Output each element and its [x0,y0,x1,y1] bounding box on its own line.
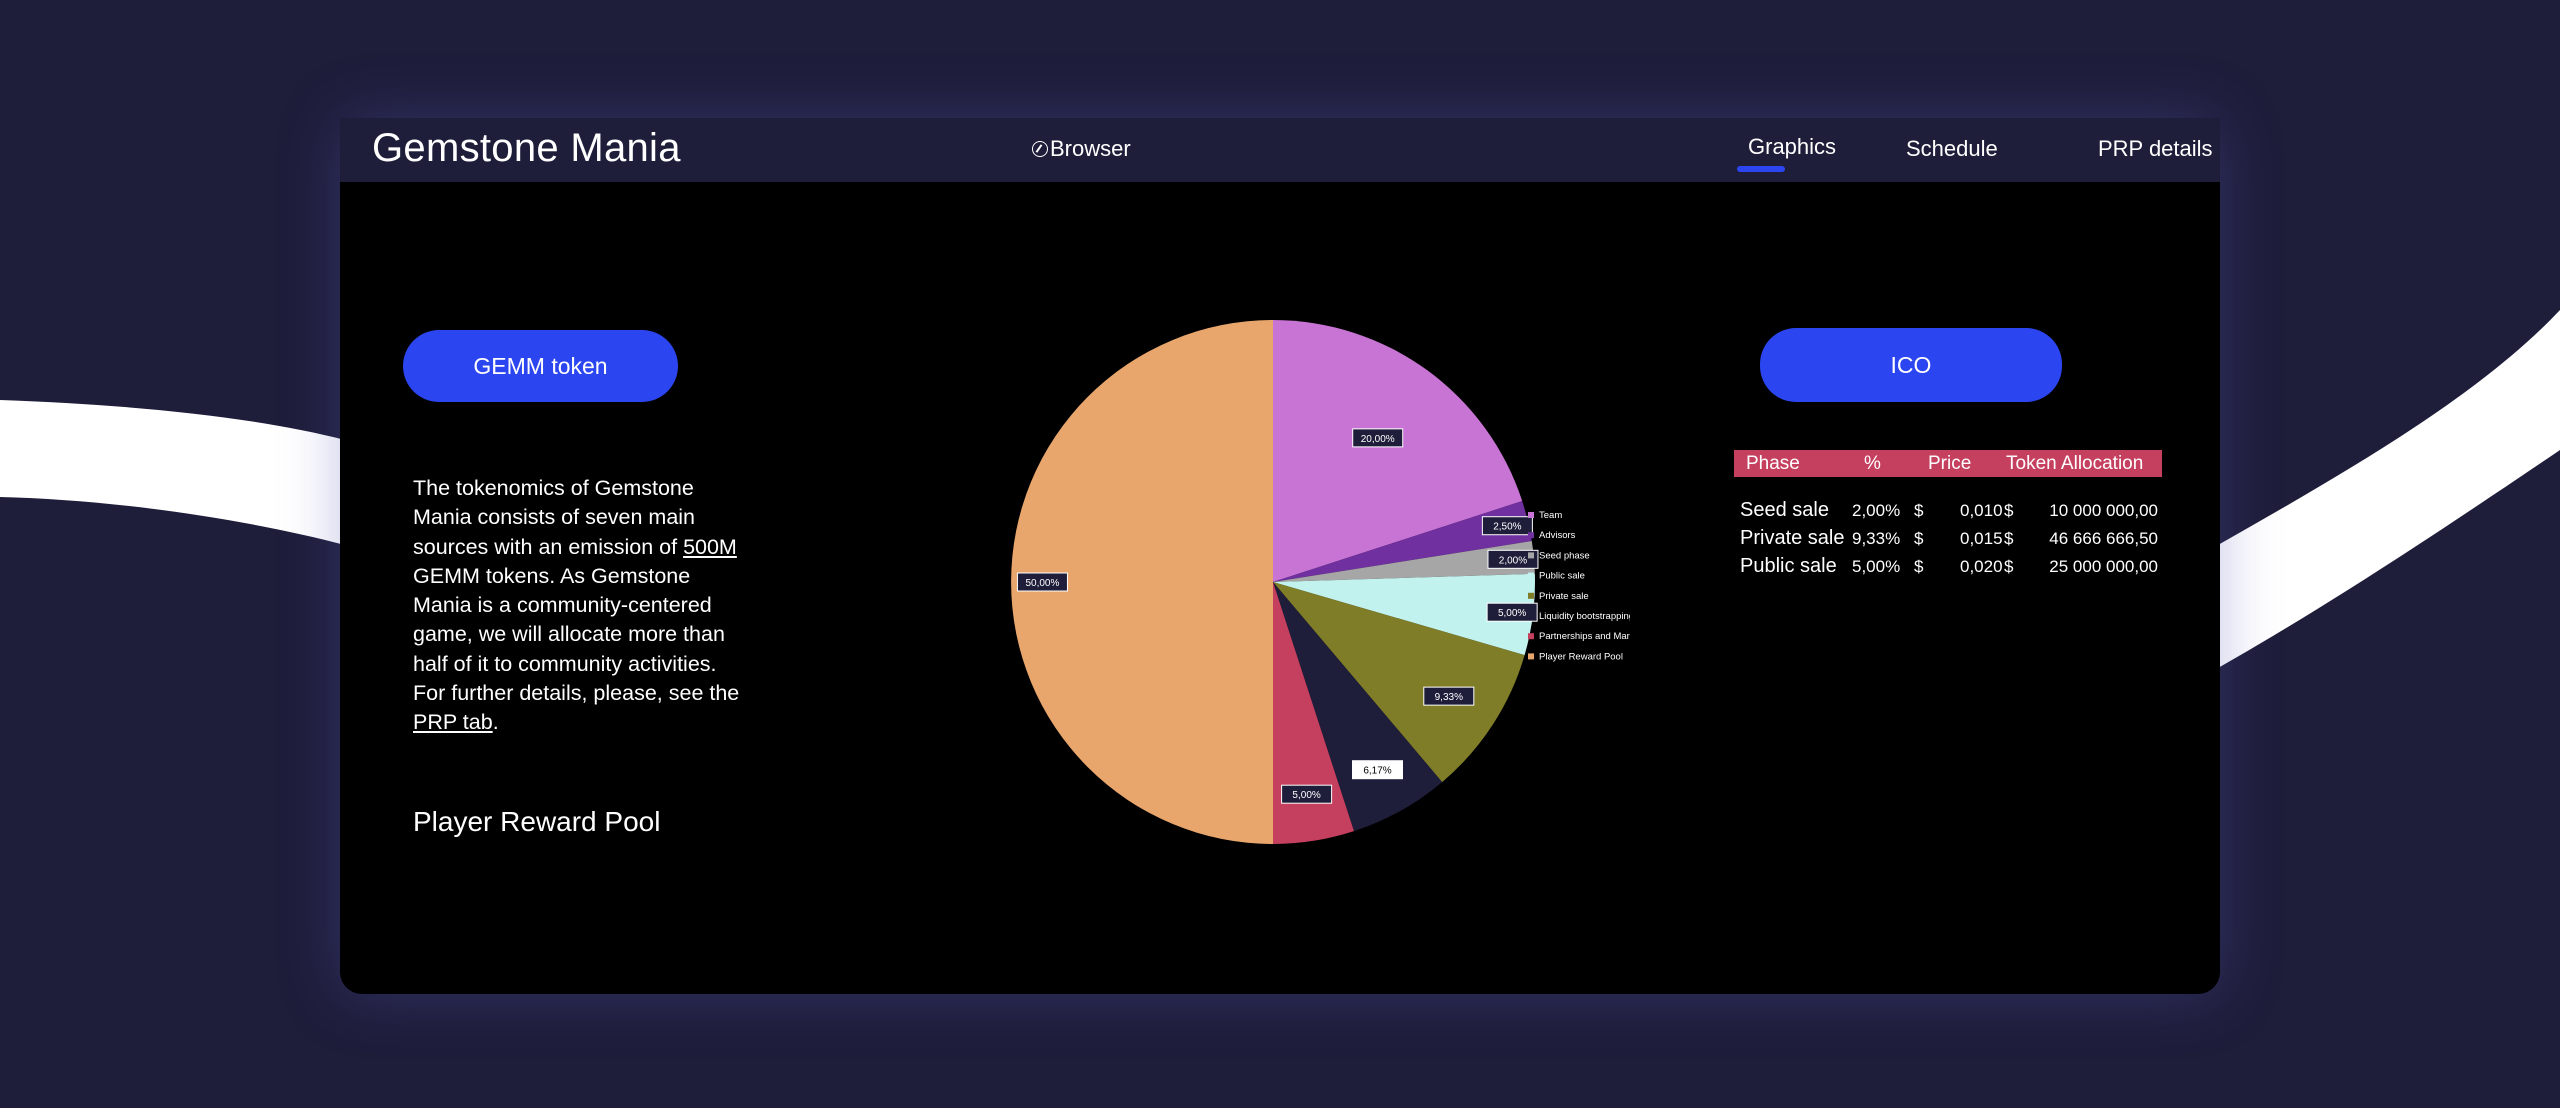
pie-data-label: 5,00% [1486,602,1538,622]
compass-icon [1032,141,1048,157]
cell-price: 0,020 [1960,557,2003,576]
svg-text:Seed phase: Seed phase [1539,550,1590,561]
main-panel: GEMM token The tokenomics of Gemstone Ma… [340,182,2220,994]
cell-currency: $ [2004,529,2014,548]
cell-phase: Private sale [1740,527,1845,549]
svg-text:5,00%: 5,00% [1292,790,1320,801]
brand-title: Gemstone Mania [372,126,681,170]
legend-item: Player Reward Pool [1528,651,1623,662]
cell-phase: Public sale [1740,555,1837,577]
gemm-token-button[interactable]: GEMM token [403,330,678,402]
cell-allocation: 25 000 000,00 [2049,557,2158,576]
cell-allocation: 46 666 666,50 [2049,529,2158,548]
table-row: Seed sale 2,00% $ 0,010 $ 10 000 000,00 [1734,499,2162,527]
pie-data-label: 6,17% [1352,760,1404,780]
ico-button[interactable]: ICO [1760,328,2062,402]
legend-item: Advisors [1528,530,1576,541]
svg-text:Public sale: Public sale [1539,571,1585,582]
column-header-price: Price [1928,452,1972,474]
svg-text:6,17%: 6,17% [1363,766,1391,777]
description-text-3: . [492,710,499,735]
pie-slice-public-sale [1273,573,1535,656]
tab-prp-details[interactable]: PRP details [2098,136,2213,161]
active-tab-indicator [1737,166,1785,172]
svg-text:2,00%: 2,00% [1499,555,1527,566]
prp-tab-link[interactable]: PRP tab [413,710,493,735]
pie-slice-private-sale [1273,582,1525,783]
tokenomics-description: The tokenomics of Gemstone Mania consist… [413,474,753,738]
svg-text:Private sale: Private sale [1539,591,1589,602]
pie-data-label: 9,33% [1423,686,1475,706]
cell-percent: 2,00% [1852,501,1901,520]
legend-item: Liquidity bootstrapping [1528,611,1630,622]
browser-label: Browser [1050,136,1131,161]
tab-graphics[interactable]: Graphics [1748,134,1837,159]
legend-item: Public sale [1528,571,1585,582]
pie-slice-team [1273,320,1523,582]
cell-currency: $ [2004,557,2014,576]
cell-percent: 9,33% [1852,529,1901,548]
svg-text:Liquidity bootstrapping: Liquidity bootstrapping [1539,611,1630,622]
description-text-2: GEMM tokens. As Gemstone Mania is a comm… [413,563,740,706]
pie-data-label: 2,50% [1481,516,1533,536]
top-bar: Gemstone Mania Browser Graphics Schedule… [340,118,2220,182]
cell-currency: $ [1914,529,1924,548]
pie-slice-player-reward-pool [1011,320,1273,844]
legend-item: Private sale [1528,591,1589,602]
cell-phase: Seed sale [1740,499,1829,521]
emission-link[interactable]: 500M [683,534,737,559]
legend-item: Seed phase [1528,550,1590,561]
cell-price: 0,015 [1960,529,2003,548]
description-text-1: The tokenomics of Gemstone Mania consist… [413,476,696,559]
svg-text:20,00%: 20,00% [1361,434,1395,445]
cell-percent: 5,00% [1852,557,1901,576]
column-header-allocation: Token Allocation [2006,452,2144,474]
svg-text:Partnerships and Marketing: Partnerships and Marketing [1539,631,1630,642]
svg-text:2,50%: 2,50% [1493,522,1521,533]
column-header-percent: % [1864,452,1881,474]
svg-text:5,00%: 5,00% [1498,608,1526,619]
pie-data-label: 2,00% [1487,549,1539,569]
pie-data-label: 20,00% [1352,428,1404,448]
ico-table-header: Phase % Price Token Allocation [1734,450,2162,477]
cell-price: 0,010 [1960,501,2003,520]
legend-item: Team [1528,510,1562,521]
player-reward-pool-heading: Player Reward Pool [413,806,661,837]
pie-slice-partnerships-and-marketing [1273,582,1354,844]
browser-link[interactable]: Browser [1032,136,1131,162]
cell-allocation: 10 000 000,00 [2049,501,2158,520]
svg-text:9,33%: 9,33% [1435,692,1463,703]
cell-currency: $ [1914,501,1924,520]
pie-data-label: 50,00% [1016,572,1068,592]
svg-text:50,00%: 50,00% [1025,578,1059,589]
svg-text:Advisors: Advisors [1539,530,1576,541]
cell-currency: $ [1914,557,1924,576]
svg-text:Team: Team [1539,510,1562,521]
legend-item: Partnerships and Marketing [1528,631,1630,642]
pie-slice-seed-phase [1273,541,1535,582]
column-header-phase: Phase [1746,452,1800,474]
cell-currency: $ [2004,501,2014,520]
tokenomics-pie-chart: 20,00% 2,50% 2,00% 5,00% 9,33% 6,17% 5,00% 50,0… [1011,320,1630,844]
table-row: Public sale 5,00% $ 0,020 $ 25 000 000,0… [1734,555,2162,583]
ico-table: Phase % Price Token Allocation Seed sale… [1734,450,2162,583]
pie-data-label: 5,00% [1281,784,1333,804]
svg-text:Player Reward Pool: Player Reward Pool [1539,651,1623,662]
pie-slice-advisors [1273,501,1532,582]
tab-schedule[interactable]: Schedule [1906,136,1998,161]
table-row: Private sale 9,33% $ 0,015 $ 46 666 666,… [1734,527,2162,555]
